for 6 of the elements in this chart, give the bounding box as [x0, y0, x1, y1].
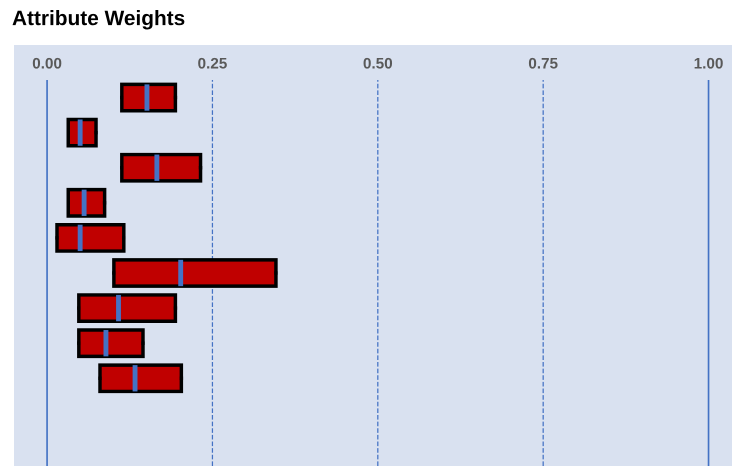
x-tick-label: 0.50: [364, 58, 392, 69]
x-tick-label: 0.75: [528, 58, 558, 69]
x-tick-label: 1.00: [694, 58, 723, 69]
x-tick-label: 0.00: [32, 58, 62, 69]
x-tick-label: 0.25: [198, 58, 227, 69]
chart-title: Attribute Weights: [12, 10, 184, 30]
